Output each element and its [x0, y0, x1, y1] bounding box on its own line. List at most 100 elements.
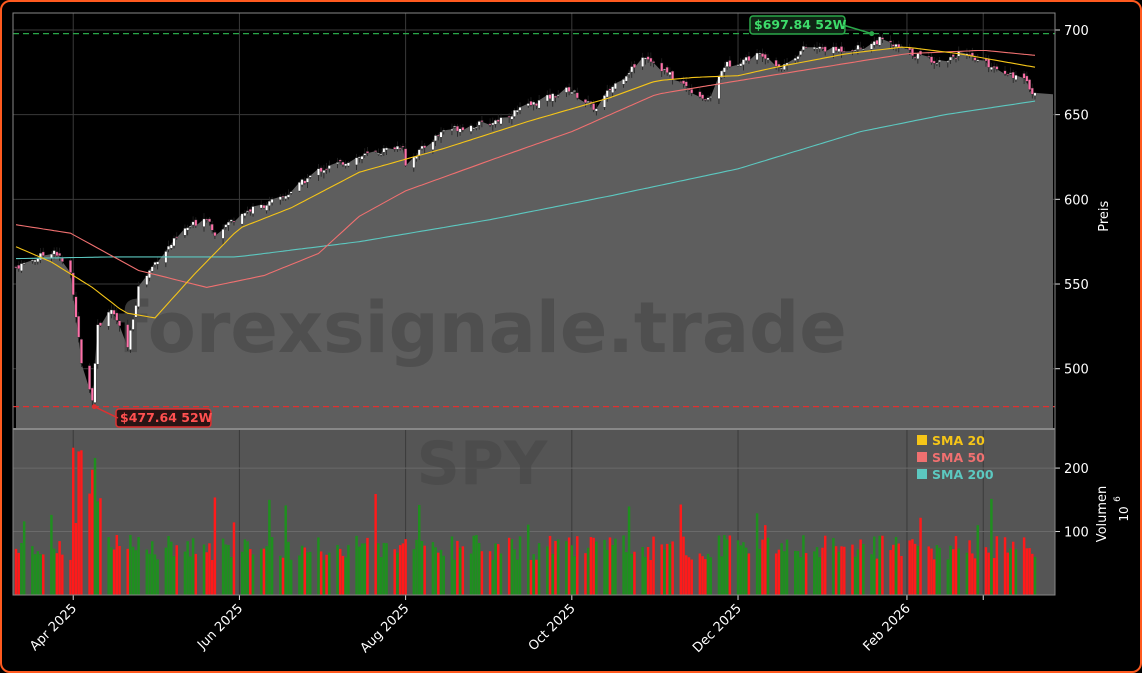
volume-bar: [720, 556, 723, 595]
candle: [167, 246, 171, 250]
volume-bar: [360, 543, 364, 595]
candle: [366, 151, 369, 154]
volume-bar: [88, 493, 91, 595]
candle: [267, 201, 271, 206]
volume-bar: [475, 535, 478, 595]
candle: [592, 103, 596, 111]
volume-bar: [804, 553, 808, 595]
candle: [801, 46, 805, 51]
volume-bar: [31, 546, 34, 595]
candle: [720, 70, 724, 78]
volume-bar: [14, 548, 18, 595]
volume-bar: [472, 535, 475, 595]
volume-bar: [783, 551, 786, 595]
volume-bar: [690, 559, 693, 595]
candle: [551, 93, 555, 102]
volume-bar: [251, 554, 255, 595]
volume-bar: [668, 543, 672, 595]
volume-bar: [55, 553, 59, 595]
volume-bar: [423, 545, 426, 595]
candle: [1022, 73, 1026, 79]
volume-bar: [919, 517, 922, 595]
candle: [194, 219, 198, 227]
volume-bar: [221, 538, 225, 595]
candle: [126, 324, 130, 348]
candle: [224, 224, 228, 228]
candle: [859, 47, 863, 49]
volume-bar: [461, 546, 465, 595]
volume-bar: [377, 543, 380, 595]
volume-bar: [437, 552, 440, 595]
volume-bar: [815, 547, 819, 595]
candle: [434, 135, 438, 142]
volume-bar: [230, 556, 233, 595]
volume-bar: [796, 551, 800, 595]
candle: [436, 134, 440, 137]
volume-bar: [17, 552, 20, 595]
candle: [494, 120, 497, 125]
volume-bar: [747, 553, 751, 595]
candle: [818, 46, 822, 49]
candle: [374, 150, 378, 152]
legend-swatch: [917, 452, 927, 462]
candle: [131, 319, 135, 330]
candle: [22, 262, 26, 265]
candle: [889, 40, 893, 43]
volume-tick-label: 100: [1064, 526, 1089, 541]
volume-bar: [110, 547, 113, 595]
candle: [627, 72, 631, 75]
candle: [840, 46, 843, 53]
volume-bar: [723, 535, 726, 595]
candle: [837, 48, 841, 52]
ticker-watermark: SPY: [417, 429, 549, 499]
candle: [156, 261, 160, 265]
candle: [646, 56, 650, 60]
volume-bar: [908, 540, 911, 595]
volume-bar: [205, 552, 208, 595]
volume-bar: [303, 547, 307, 595]
candle: [842, 51, 846, 53]
volume-bar: [516, 559, 519, 595]
price-area: [16, 36, 1053, 429]
candle: [573, 90, 576, 92]
volume-bar: [965, 552, 969, 595]
candle: [782, 63, 786, 70]
volume-multiplier-exp: 6: [1113, 496, 1123, 502]
volume-bar: [456, 540, 459, 595]
volume-bar: [551, 553, 554, 595]
candle: [747, 56, 751, 62]
volume-bar: [227, 544, 230, 595]
candle: [1033, 92, 1037, 96]
volume-bar: [586, 547, 590, 595]
annotation-arrow: [842, 24, 872, 35]
volume-bar: [821, 547, 824, 595]
candle: [297, 182, 301, 192]
candle: [41, 251, 45, 256]
candle: [172, 237, 176, 247]
candle: [554, 95, 557, 98]
volume-bar: [431, 542, 435, 595]
candle: [1006, 73, 1010, 76]
candle: [630, 66, 634, 73]
volume-bar: [507, 537, 511, 595]
candle: [325, 168, 329, 170]
candle: [594, 108, 598, 112]
candle: [453, 125, 457, 128]
candle: [327, 165, 331, 169]
candle: [183, 228, 187, 236]
volume-bar: [325, 554, 328, 595]
volume-bar: [837, 551, 841, 595]
volume-bar: [344, 557, 347, 595]
volume-bar: [875, 558, 879, 595]
candle: [1009, 72, 1012, 75]
candle: [341, 161, 345, 165]
volume-bars: [14, 447, 1037, 595]
candle: [910, 48, 914, 56]
candle: [671, 71, 675, 80]
volume-bar: [232, 522, 236, 595]
volume-bar: [709, 557, 713, 595]
volume-bar: [938, 547, 941, 595]
volume-bar: [262, 548, 266, 595]
volume-bar: [1025, 548, 1029, 595]
candle: [515, 110, 519, 113]
